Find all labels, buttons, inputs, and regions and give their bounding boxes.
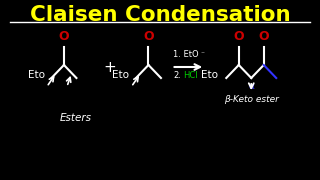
Text: Eto: Eto — [112, 70, 129, 80]
Text: ⁻: ⁻ — [200, 49, 204, 58]
Text: +: + — [104, 60, 116, 75]
Text: HCl: HCl — [183, 71, 198, 80]
Text: O: O — [234, 30, 244, 43]
Text: α: α — [248, 82, 254, 91]
Text: O: O — [259, 30, 269, 43]
Text: O: O — [59, 30, 69, 43]
Text: Claisen Condensation: Claisen Condensation — [30, 5, 290, 25]
Text: O: O — [143, 30, 154, 43]
Text: 1. EtO: 1. EtO — [173, 50, 199, 59]
Text: β-Keto ester: β-Keto ester — [224, 95, 279, 104]
Text: Esters: Esters — [60, 113, 92, 123]
Text: Eto: Eto — [28, 70, 45, 80]
Text: 2.: 2. — [173, 71, 181, 80]
Text: Eto: Eto — [201, 70, 218, 80]
